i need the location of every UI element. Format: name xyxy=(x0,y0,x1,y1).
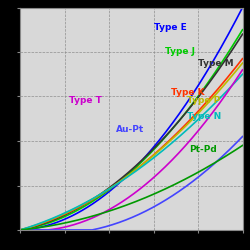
Text: Type N: Type N xyxy=(187,112,221,121)
Text: Pt-Pd: Pt-Pd xyxy=(189,146,217,154)
Text: Type T: Type T xyxy=(69,96,102,106)
Text: Type E: Type E xyxy=(154,23,186,32)
Text: Type J: Type J xyxy=(164,48,194,56)
Text: Type K: Type K xyxy=(171,88,205,96)
Text: Type M: Type M xyxy=(198,58,234,68)
Text: Type P: Type P xyxy=(187,96,220,106)
Text: Au-Pt: Au-Pt xyxy=(116,126,144,134)
